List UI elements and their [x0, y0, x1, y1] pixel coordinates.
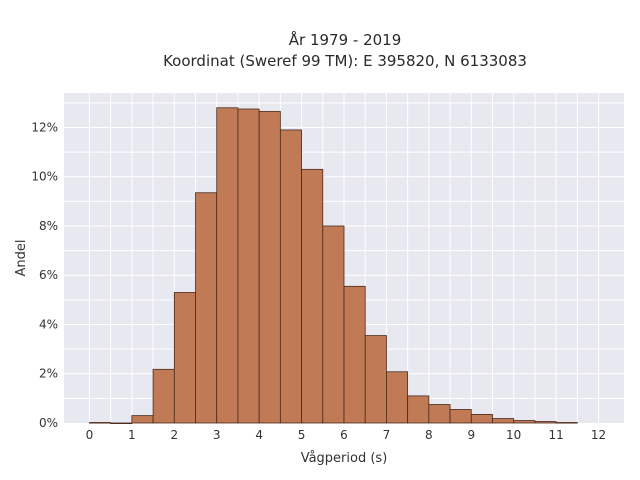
- histogram-bar: [364, 335, 387, 424]
- chart-title-line-2: Koordinat (Sweref 99 TM): E 395820, N 61…: [163, 52, 527, 70]
- y-tick-label: 8%: [39, 219, 58, 233]
- histogram-bar: [449, 409, 472, 424]
- histogram-bar: [216, 107, 239, 424]
- histogram-bar: [555, 422, 578, 424]
- chart-title-line-1: År 1979 - 2019: [289, 30, 402, 49]
- y-tick-label: 0%: [39, 416, 58, 430]
- histogram-bar: [131, 415, 154, 424]
- histogram-bar: [343, 285, 366, 424]
- x-tick-label: 6: [340, 428, 348, 442]
- bars: [89, 107, 578, 425]
- histogram-bar: [407, 395, 430, 424]
- histogram-bar: [301, 168, 324, 424]
- histogram-bar: [237, 108, 260, 424]
- y-tick-label: 6%: [39, 268, 58, 282]
- histogram-bar: [89, 422, 112, 424]
- x-tick-labels: 0 1 2 3 4 5 6 7 8 9 10 11 12: [86, 428, 607, 442]
- histogram-bar: [492, 418, 515, 424]
- y-axis-label: Andel: [14, 240, 29, 277]
- x-tick-label: 12: [591, 428, 606, 442]
- y-tick-label: 10%: [31, 170, 58, 184]
- histogram-bar: [428, 404, 451, 424]
- y-tick-label: 4%: [39, 317, 58, 331]
- x-tick-label: 9: [467, 428, 475, 442]
- histogram-bar: [152, 368, 175, 424]
- x-tick-label: 5: [298, 428, 306, 442]
- x-tick-label: 1: [128, 428, 136, 442]
- x-tick-label: 2: [170, 428, 178, 442]
- x-axis-label: Vågperiod (s): [301, 451, 388, 466]
- y-tick-label: 12%: [31, 120, 58, 134]
- y-tick-labels: 0% 2% 4% 6% 8% 10% 12%: [31, 120, 58, 430]
- histogram-bar: [258, 111, 281, 424]
- histogram-bar: [110, 422, 133, 425]
- histogram-bar: [279, 129, 302, 424]
- x-tick-label: 8: [425, 428, 433, 442]
- x-tick-label: 0: [86, 428, 94, 442]
- x-tick-label: 7: [383, 428, 391, 442]
- histogram-bar: [173, 292, 196, 424]
- histogram-bar: [195, 192, 218, 424]
- histogram-bar: [386, 371, 409, 424]
- y-tick-label: 2%: [39, 367, 58, 381]
- x-tick-label: 10: [506, 428, 521, 442]
- histogram-bar: [470, 413, 493, 424]
- histogram-bar: [322, 225, 345, 424]
- x-tick-label: 4: [255, 428, 263, 442]
- histogram-bar: [513, 420, 536, 424]
- histogram-bar: [534, 421, 557, 424]
- x-tick-label: 3: [213, 428, 221, 442]
- x-tick-label: 11: [548, 428, 563, 442]
